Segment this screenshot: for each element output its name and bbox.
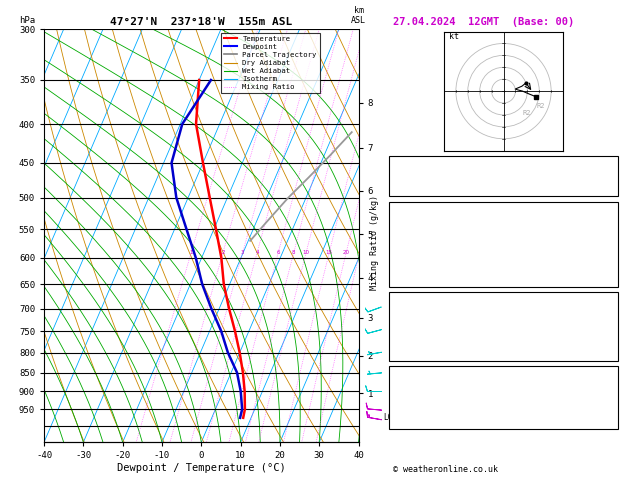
Text: © weatheronline.co.uk: © weatheronline.co.uk (393, 465, 498, 474)
Text: -15: -15 (599, 379, 615, 388)
Text: K: K (392, 158, 398, 167)
Text: θₑ (K): θₑ (K) (392, 315, 423, 324)
Text: Most Unstable: Most Unstable (469, 293, 538, 302)
Legend: Temperature, Dewpoint, Parcel Trajectory, Dry Adiabat, Wet Adiabat, Isotherm, Mi: Temperature, Dewpoint, Parcel Trajectory… (221, 33, 320, 93)
Text: 0: 0 (610, 339, 615, 347)
Text: 10: 10 (303, 250, 309, 255)
Text: LCL: LCL (384, 413, 398, 422)
Text: 27.04.2024  12GMT  (Base: 00): 27.04.2024 12GMT (Base: 00) (393, 17, 574, 27)
Text: Lifted Index: Lifted Index (392, 327, 452, 336)
Text: 700: 700 (599, 304, 615, 312)
Text: Lifted Index: Lifted Index (392, 251, 452, 260)
Text: StmDir: StmDir (392, 405, 423, 414)
Text: 2: 2 (221, 250, 225, 255)
Text: Dewp (°C): Dewp (°C) (392, 226, 438, 236)
Title: 47°27'N  237°18'W  155m ASL: 47°27'N 237°18'W 155m ASL (110, 17, 292, 27)
Text: EH: EH (392, 379, 403, 388)
Text: Totals Totals: Totals Totals (392, 172, 457, 180)
Text: 0: 0 (610, 263, 615, 273)
Text: Hodograph: Hodograph (480, 368, 527, 377)
Text: 298: 298 (599, 239, 615, 248)
Text: 7.1: 7.1 (599, 226, 615, 236)
Text: 3: 3 (241, 250, 245, 255)
Text: 15: 15 (326, 250, 333, 255)
Text: 7: 7 (610, 327, 615, 336)
Text: 300: 300 (599, 315, 615, 324)
Text: 1: 1 (189, 250, 193, 255)
Text: 280°: 280° (594, 405, 615, 414)
Text: 8: 8 (610, 251, 615, 260)
Text: 43: 43 (604, 172, 615, 180)
Text: 8: 8 (610, 392, 615, 401)
Text: Temp (°C): Temp (°C) (392, 214, 438, 223)
Text: 8: 8 (292, 250, 296, 255)
Text: kt: kt (448, 32, 459, 41)
Text: 6: 6 (277, 250, 280, 255)
Text: CIN (J): CIN (J) (392, 350, 428, 359)
Text: 0: 0 (610, 276, 615, 285)
Text: CIN (J): CIN (J) (392, 276, 428, 285)
Text: CAPE (J): CAPE (J) (392, 339, 433, 347)
Text: 20: 20 (343, 250, 350, 255)
Text: R2: R2 (523, 110, 531, 116)
Text: 0: 0 (610, 350, 615, 359)
Text: SREH: SREH (392, 392, 413, 401)
Text: Mixing Ratio (g/kg): Mixing Ratio (g/kg) (370, 195, 379, 291)
Text: 14: 14 (604, 417, 615, 427)
Text: Pressure (mb): Pressure (mb) (392, 304, 457, 312)
Text: 4: 4 (255, 250, 259, 255)
Text: 8: 8 (610, 214, 615, 223)
X-axis label: Dewpoint / Temperature (°C): Dewpoint / Temperature (°C) (117, 463, 286, 473)
Text: 19: 19 (604, 158, 615, 167)
Text: 1.55: 1.55 (594, 185, 615, 194)
Text: PW (cm): PW (cm) (392, 185, 428, 194)
Text: Surface: Surface (485, 203, 522, 212)
Text: km
ASL: km ASL (351, 6, 366, 25)
Text: R2: R2 (537, 103, 545, 109)
Text: StmSpd (kt): StmSpd (kt) (392, 417, 447, 427)
Text: θₑ(K): θₑ(K) (392, 239, 418, 248)
Text: hPa: hPa (19, 16, 35, 25)
Text: CAPE (J): CAPE (J) (392, 263, 433, 273)
